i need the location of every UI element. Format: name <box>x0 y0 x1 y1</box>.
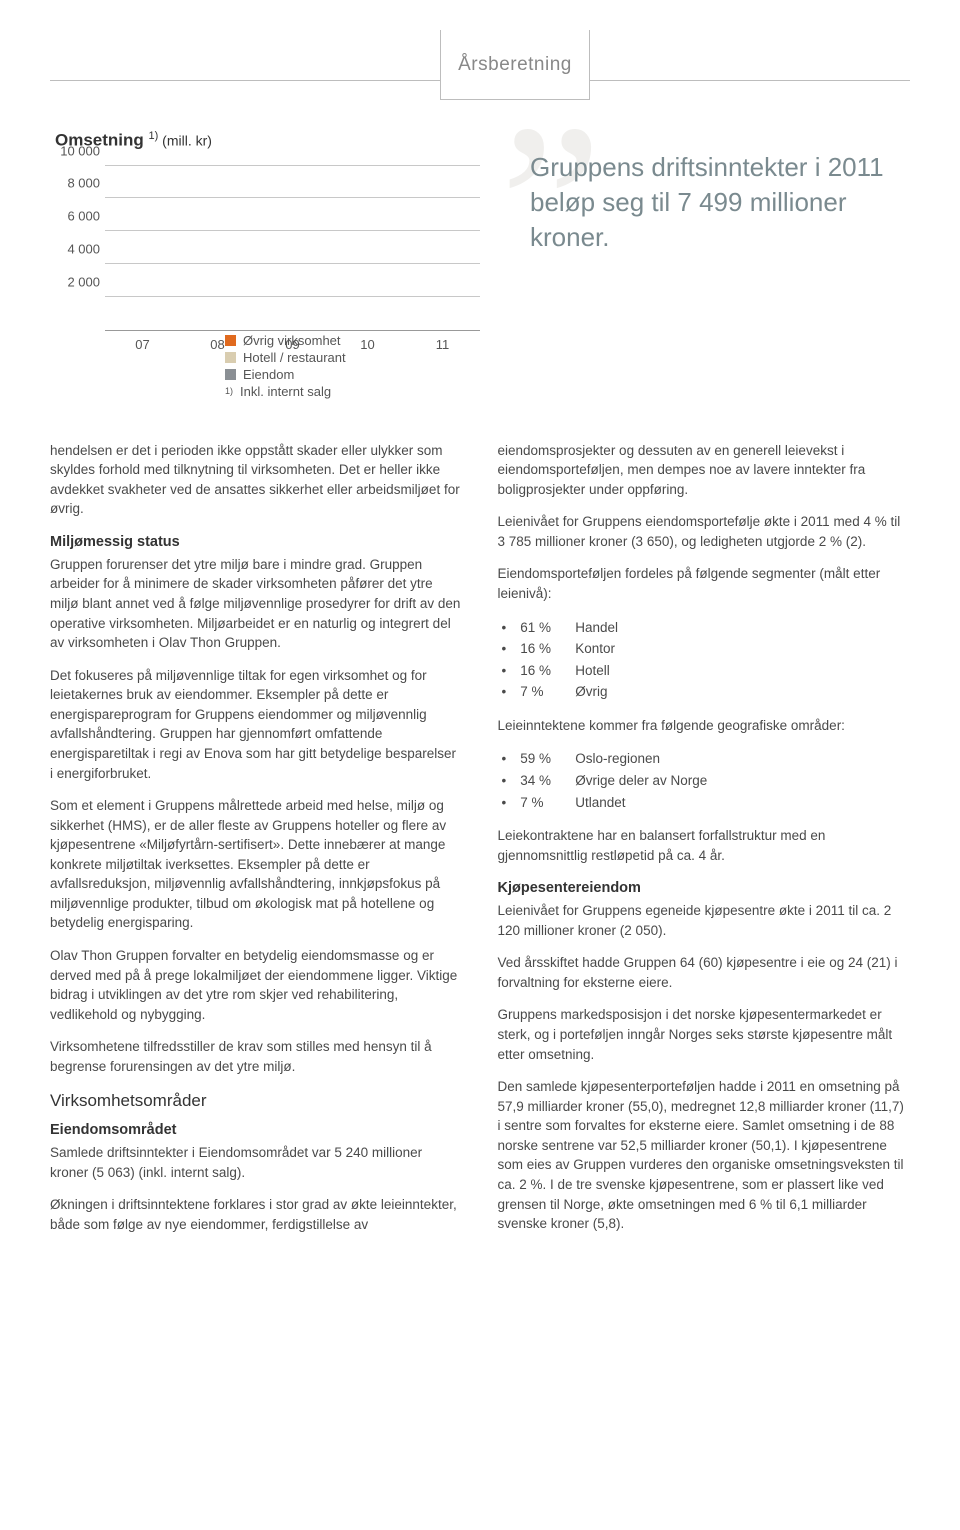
chart-xlabel: 07 <box>121 337 165 352</box>
para-miljo-4: Olav Thon Gruppen forvalter en betydelig… <box>50 946 463 1024</box>
legend-item-eiendom: Eiendom <box>225 367 346 382</box>
segment-item: 7 % Øvrig <box>498 681 911 703</box>
legend-footnote-text: Inkl. internt salg <box>240 384 331 399</box>
chart-gridline <box>105 296 480 297</box>
legend-footnote: 1) Inkl. internt salg <box>225 384 346 399</box>
chart-ylabel: 6 000 <box>55 209 100 224</box>
geo-item: 34 % Øvrige deler av Norge <box>498 770 911 792</box>
segment-label: Handel <box>575 618 618 638</box>
header-region: Årsberetning <box>50 30 910 100</box>
para-intro: hendelsen er det i perioden ikke oppståt… <box>50 441 463 519</box>
para-leieniva: Leienivået for Gruppens eiendomsporteføl… <box>498 512 911 551</box>
chart-plot: 0708091011 2 0004 0006 0008 00010 000 <box>105 166 480 331</box>
para-segment-intro: Eiendomsporteføljen fordeles på følgende… <box>498 564 911 603</box>
para-miljo-5: Virksomhetene tilfredsstiller de krav so… <box>50 1037 463 1076</box>
legend-swatch-eiendom <box>225 369 236 380</box>
para-miljo-1: Gruppen forurenser det ytre miljø bare i… <box>50 555 463 653</box>
segment-pct: 61 % <box>520 618 565 638</box>
pull-quote: ” Gruppens driftsinntekter i 2011 beløp … <box>520 120 910 255</box>
geo-label: Utlandet <box>575 793 625 813</box>
legend-footnote-sup: 1) <box>225 386 233 396</box>
chart-title: Omsetning 1) (mill. kr) <box>55 130 490 151</box>
heading-miljo: Miljømessig status <box>50 532 463 553</box>
geo-label: Oslo-regionen <box>575 749 660 769</box>
chart-legend: Øvrig virksomhet Hotell / restaurant Eie… <box>225 331 346 401</box>
quote-text: Gruppens driftsinntekter i 2011 beløp se… <box>530 150 910 255</box>
geo-label: Øvrige deler av Norge <box>575 771 707 791</box>
heading-eiendom: Eiendomsområdet <box>50 1120 463 1141</box>
chart-box: 0708091011 2 0004 0006 0008 00010 000 Øv… <box>50 161 490 401</box>
heading-kjop: Kjøpesentereiendom <box>498 878 911 899</box>
para-eien-1: Samlede driftsinntekter i Eiendomsområde… <box>50 1143 463 1182</box>
para-miljo-2: Det fokuseres på miljøvennlige tiltak fo… <box>50 666 463 783</box>
para-kjop-3: Gruppens markedsposisjon i det norske kj… <box>498 1005 911 1064</box>
segment-label: Øvrig <box>575 682 607 702</box>
para-leiekontr: Leiekontraktene har en balansert forfall… <box>498 826 911 865</box>
para-geo-intro: Leieinntektene kommer fra følgende geogr… <box>498 716 911 736</box>
segment-item: 16 % Kontor <box>498 638 911 660</box>
chart-title-sup: 1) <box>149 130 159 142</box>
legend-item-hotell: Hotell / restaurant <box>225 350 346 365</box>
heading-virk: Virksomhetsområder <box>50 1089 463 1114</box>
para-miljo-3: Som et element i Gruppens målrettede arb… <box>50 796 463 933</box>
legend-item-ovrig: Øvrig virksomhet <box>225 333 346 348</box>
para-kjop-1: Leienivået for Gruppens egeneide kjøpese… <box>498 901 911 940</box>
segment-item: 61 % Handel <box>498 617 911 639</box>
chart-ylabel: 8 000 <box>55 176 100 191</box>
segment-label: Hotell <box>575 661 610 681</box>
segment-item: 16 % Hotell <box>498 660 911 682</box>
revenue-chart: Omsetning 1) (mill. kr) 0708091011 2 000… <box>50 120 490 401</box>
legend-swatch-ovrig <box>225 335 236 346</box>
chart-gridline <box>105 197 480 198</box>
segment-list: 61 % Handel 16 % Kontor 16 % Hotell 7 % Øvrig <box>498 617 911 703</box>
legend-label-hotell: Hotell / restaurant <box>243 350 346 365</box>
chart-gridline <box>105 263 480 264</box>
legend-label-ovrig: Øvrig virksomhet <box>243 333 341 348</box>
legend-swatch-hotell <box>225 352 236 363</box>
geo-item: 7 % Utlandet <box>498 792 911 814</box>
chart-ylabel: 2 000 <box>55 274 100 289</box>
para-kjop-2: Ved årsskiftet hadde Gruppen 64 (60) kjø… <box>498 953 911 992</box>
body-columns: hendelsen er det i perioden ikke oppståt… <box>50 441 910 1241</box>
top-row: Omsetning 1) (mill. kr) 0708091011 2 000… <box>50 120 910 401</box>
segment-pct: 16 % <box>520 639 565 659</box>
segment-pct: 16 % <box>520 661 565 681</box>
geo-pct: 59 % <box>520 749 565 769</box>
segment-pct: 7 % <box>520 682 565 702</box>
chart-ylabel: 4 000 <box>55 242 100 257</box>
legend-label-eiendom: Eiendom <box>243 367 294 382</box>
chart-bars: 0708091011 <box>105 166 480 330</box>
chart-xlabel: 11 <box>421 337 465 352</box>
geo-pct: 7 % <box>520 793 565 813</box>
chart-gridline <box>105 230 480 231</box>
geo-list: 59 % Oslo-regionen 34 % Øvrige deler av Nor… <box>498 748 911 813</box>
geo-item: 59 % Oslo-regionen <box>498 748 911 770</box>
segment-label: Kontor <box>575 639 615 659</box>
chart-ylabel: 10 000 <box>55 143 100 158</box>
chart-title-unit: (mill. kr) <box>158 133 212 149</box>
chart-gridline <box>105 165 480 166</box>
para-kjop-4: Den samlede kjøpesenterporteføljen hadde… <box>498 1077 911 1234</box>
geo-pct: 34 % <box>520 771 565 791</box>
chart-xlabel: 10 <box>346 337 390 352</box>
